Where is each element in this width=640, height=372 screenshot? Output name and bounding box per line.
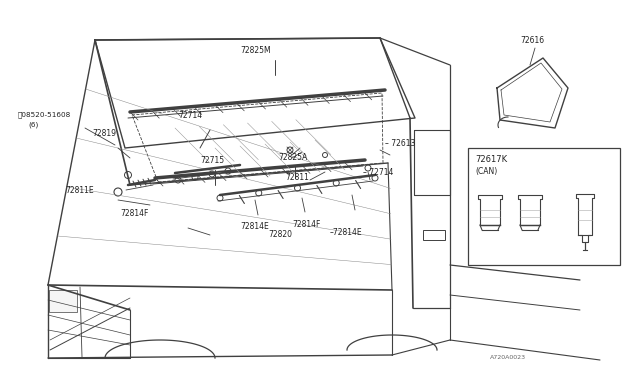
Bar — [423, 230, 445, 240]
Text: 72814E: 72814E — [240, 222, 269, 231]
Bar — [468, 148, 620, 265]
Text: 72814F: 72814F — [120, 209, 148, 218]
Text: 72825M: 72825M — [240, 46, 271, 55]
Text: –72814E: –72814E — [330, 228, 363, 237]
Text: (CAN): (CAN) — [475, 167, 497, 176]
Text: – 72714: – 72714 — [363, 168, 394, 177]
Text: – 72613: – 72613 — [385, 139, 415, 148]
Text: (6): (6) — [28, 122, 38, 128]
Text: 72825A: 72825A — [278, 153, 307, 162]
Text: 72714: 72714 — [178, 111, 202, 120]
Text: 72617K: 72617K — [475, 155, 507, 164]
Text: 72715: 72715 — [200, 156, 224, 165]
Text: 72811E: 72811E — [65, 186, 93, 195]
Text: 72820: 72820 — [268, 230, 292, 239]
Text: 72616: 72616 — [520, 36, 544, 45]
Text: 72814F: 72814F — [292, 220, 321, 229]
Text: 72811: 72811 — [285, 173, 309, 182]
Text: A720A0023: A720A0023 — [490, 355, 526, 360]
Text: 72819: 72819 — [92, 129, 116, 138]
Text: Ⓝ08520-51608: Ⓝ08520-51608 — [18, 111, 71, 118]
Bar — [49, 290, 77, 312]
